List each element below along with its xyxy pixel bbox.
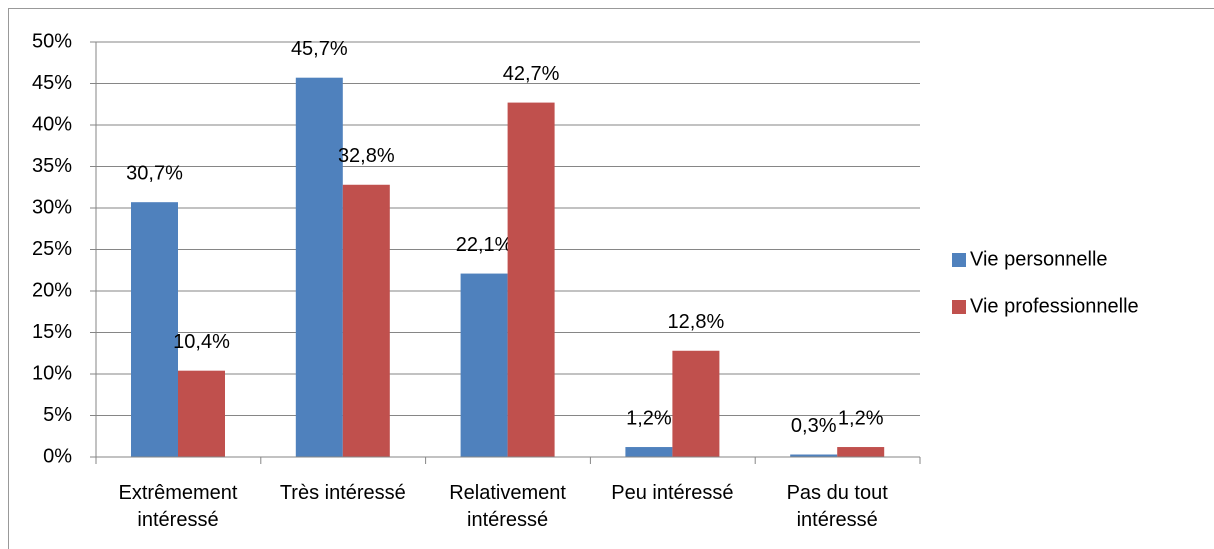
legend-label: Vie professionnelle [970,295,1139,317]
legend-swatch [952,253,966,267]
value-label: 10,4% [173,331,230,353]
legend-label: Vie personnelle [970,248,1108,270]
value-label: 1,2% [626,407,672,429]
bar [625,447,673,457]
value-label: 0,3% [791,415,837,437]
y-tick-label: 30% [32,196,72,218]
chart-frame [8,8,1214,549]
y-tick-label: 5% [43,404,72,426]
bar [672,350,720,457]
value-label: 42,7% [503,63,560,85]
bar [507,102,555,457]
bar [295,77,343,457]
y-tick-label: 15% [32,321,72,343]
bar [342,184,390,457]
value-label: 12,8% [668,311,725,333]
y-tick-label: 0% [43,445,72,467]
value-label: 1,2% [838,407,884,429]
legend-swatch [952,300,966,314]
y-tick-label: 25% [32,238,72,260]
bar [837,447,885,457]
x-tick-label: Peu intéressé [611,482,734,504]
x-tick-label: Relativement intéressé [449,482,566,531]
y-tick-label: 40% [32,113,72,135]
y-tick-label: 35% [32,155,72,177]
x-tick-label: Extrêmement intéressé [118,482,238,531]
bar [460,273,508,457]
value-label: 32,8% [338,145,395,167]
value-label: 30,7% [126,162,183,184]
y-tick-label: 20% [32,279,72,301]
bar [790,454,838,457]
bar [178,370,225,457]
y-tick-label: 45% [32,72,72,94]
value-label: 45,7% [291,38,348,60]
value-label: 22,1% [456,234,513,256]
x-tick-label: Pas du tout intéressé [786,482,888,531]
bar [131,202,178,457]
y-tick-label: 10% [32,362,72,384]
x-tick-label: Très intéressé [279,482,406,504]
y-tick-label: 50% [32,30,72,52]
